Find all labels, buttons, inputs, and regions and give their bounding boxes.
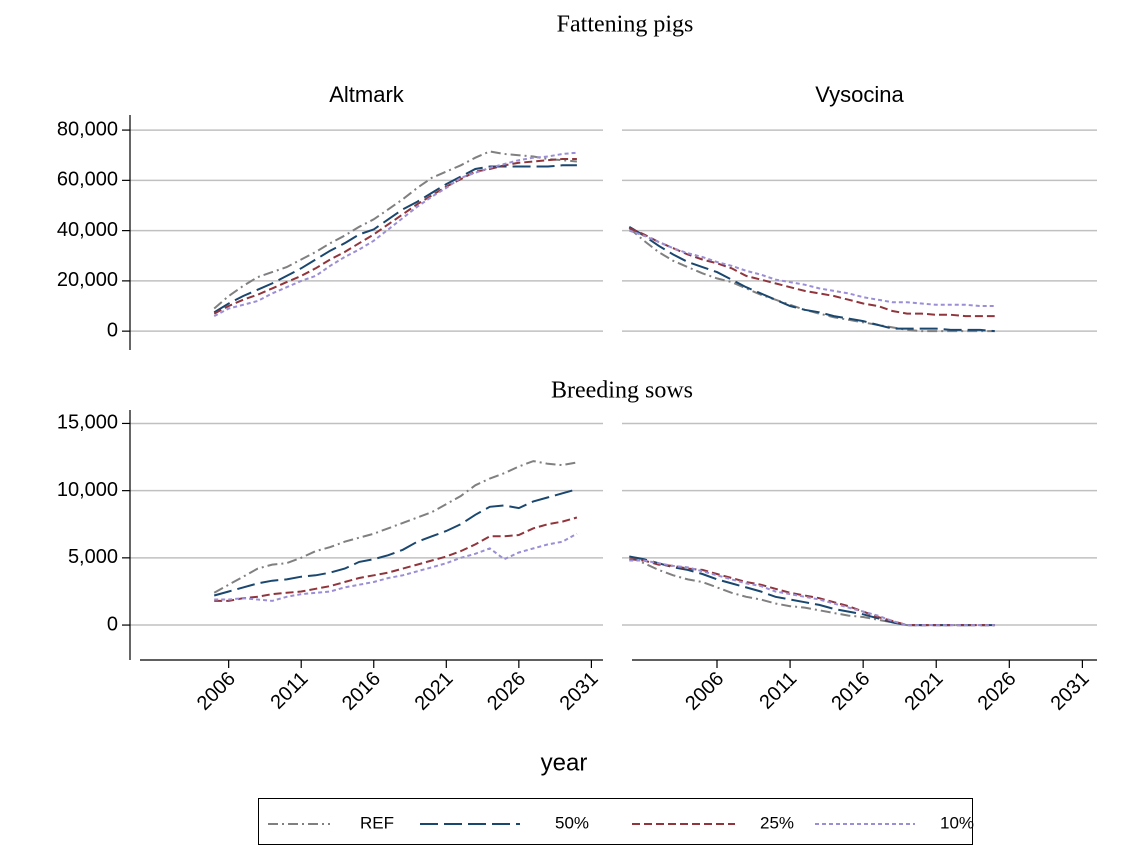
legend-label: 25% [760,813,794,832]
y-tick-label: 0 [107,319,118,341]
line-series [628,227,995,318]
line-series [629,558,995,627]
line-series [213,164,577,314]
row-title: Breeding sows [551,378,693,404]
y-tick-label: 5,000 [68,546,118,568]
line-series [213,488,578,597]
panel-title: Altmark [329,82,405,107]
line-series [214,532,578,602]
row-title: Fattening pigs [557,12,694,38]
y-tick-label: 60,000 [57,169,118,191]
y-tick-label: 0 [107,613,118,635]
y-tick-label: 20,000 [57,269,118,291]
legend-label: 10% [940,813,974,832]
line-series [628,225,995,333]
line-series [213,158,577,315]
legend [258,798,973,845]
legend-label: REF [360,813,394,832]
y-tick-label: 40,000 [57,219,118,241]
y-tick-label: 80,000 [57,118,118,140]
x-axis-label: year [541,749,588,776]
line-series [213,150,577,310]
y-tick-label: 10,000 [57,479,118,501]
panel-title: Vysocina [815,82,904,107]
line-series [213,151,577,317]
line-series [213,460,578,594]
line-series [628,229,995,307]
y-tick-label: 15,000 [57,412,118,434]
line-series [214,516,578,602]
legend-label: 50% [555,813,589,832]
